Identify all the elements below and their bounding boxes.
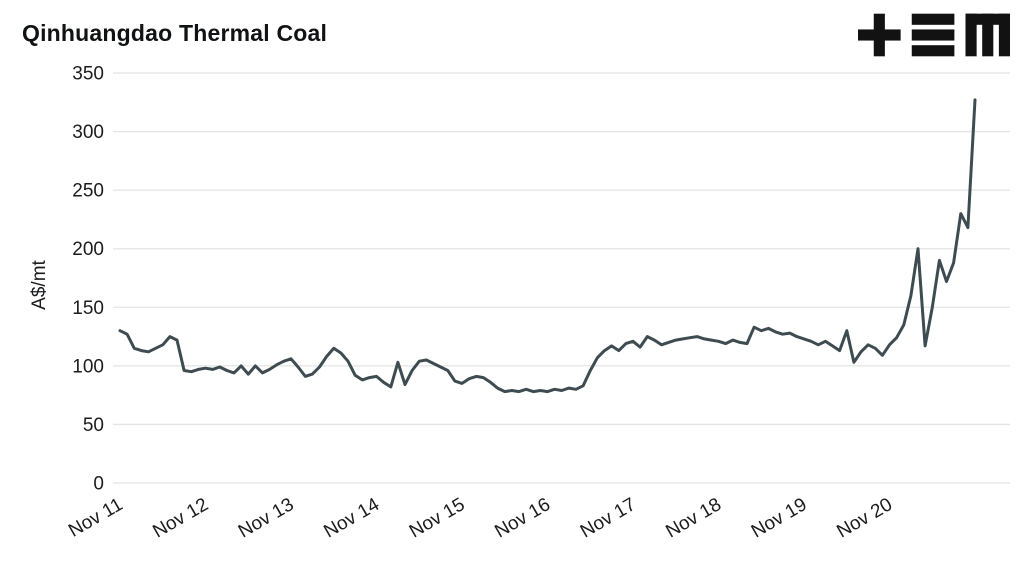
svg-text:Nov 20: Nov 20 [833,494,896,542]
svg-text:Nov 19: Nov 19 [748,494,811,542]
svg-text:100: 100 [72,356,104,377]
svg-text:0: 0 [93,474,104,495]
plus-icon [858,13,901,57]
svg-text:350: 350 [72,64,104,85]
svg-text:200: 200 [72,239,104,260]
svg-text:Nov 15: Nov 15 [406,494,469,542]
svg-text:Nov 16: Nov 16 [491,494,554,542]
svg-text:Nov 18: Nov 18 [662,494,725,542]
tem-logo [858,13,1010,57]
svg-text:150: 150 [72,298,104,319]
triple-bar-icon [911,13,955,57]
svg-text:300: 300 [72,122,104,143]
page-title: Qinhuangdao Thermal Coal [22,20,328,46]
svg-text:Nov 17: Nov 17 [577,494,640,542]
svg-text:Nov 12: Nov 12 [149,494,212,542]
y-axis-labels: 0 50 100 150 200 250 300 350 [72,64,104,495]
gridlines [113,72,1010,484]
svg-text:250: 250 [72,181,104,202]
m-icon [965,13,1010,57]
svg-text:Nov 13: Nov 13 [235,494,298,542]
svg-text:Nov 11: Nov 11 [65,494,126,542]
x-axis-labels: Nov 11 Nov 12 Nov 13 Nov 14 Nov 15 Nov 16 Nov … [65,494,896,543]
svg-text:Nov 14: Nov 14 [320,494,383,543]
svg-text:50: 50 [83,415,104,436]
price-line [118,98,977,394]
